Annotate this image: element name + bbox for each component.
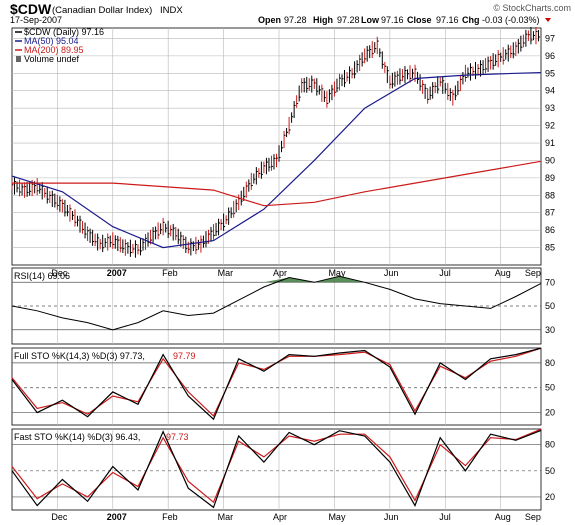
- y-tick-label: 88: [545, 190, 555, 200]
- x-tick-label: Mar: [218, 268, 234, 278]
- close-label: Close: [407, 15, 432, 25]
- x-tick-label: Feb: [162, 268, 178, 278]
- panel-frame-3: [11, 428, 542, 511]
- low-label: Low: [361, 15, 380, 25]
- full-sto-legend-prefix: Full STO %K(14,3) %D(3) 97.73,: [14, 351, 145, 361]
- full-sto-d-value: 97.79: [173, 351, 196, 361]
- x-tick-label: Jul: [439, 512, 451, 522]
- y-tick-label: 85: [545, 243, 555, 253]
- open-value: 97.28: [284, 15, 307, 25]
- x-tick-label: Apr: [273, 512, 287, 522]
- rsi-line: [11, 275, 542, 331]
- high-value: 97.28: [337, 15, 360, 25]
- y-tick-label: 80: [545, 358, 555, 368]
- rsi-legend: RSI(14) 69.06: [14, 271, 70, 281]
- x-tick-label: Dec: [51, 512, 68, 522]
- y-tick-label: 30: [545, 325, 555, 335]
- panel-frame-0: [11, 27, 542, 266]
- y-tick-label: 80: [545, 440, 555, 450]
- ma200-line: [12, 160, 542, 207]
- x-tick-label: 2007: [107, 512, 127, 522]
- y-tick-label: 70: [545, 277, 555, 287]
- legend-volume: Volume undef: [24, 54, 80, 64]
- y-tick-label: 50: [545, 301, 555, 311]
- down-arrow-icon: [545, 18, 551, 22]
- panel-frame-2: [11, 347, 542, 426]
- y-tick-label: 92: [545, 121, 555, 131]
- x-tick-label: Sep: [525, 512, 541, 522]
- y-tick-label: 20: [545, 492, 555, 502]
- x-tick-label: Mar: [218, 512, 234, 522]
- legend-volume-swatch: [16, 56, 21, 62]
- y-tick-label: 94: [545, 86, 555, 96]
- legend-ma200: MA(200) 89.95: [24, 45, 84, 55]
- y-tick-label: 89: [545, 173, 555, 183]
- x-tick-label: Dec: [51, 268, 68, 278]
- exchange-label: INDX: [160, 5, 183, 16]
- y-tick-label: 20: [545, 408, 555, 418]
- sto-k-line-3: [11, 429, 542, 509]
- symbol-name: (Canadian Dollar Index): [52, 5, 152, 16]
- x-tick-label: Jul: [439, 268, 451, 278]
- price-legend: $CDW (Daily) 97.16 MA(50) 95.04 MA(200) …: [15, 27, 104, 64]
- x-tick-label: Jun: [384, 268, 399, 278]
- fast-sto-d-value: 97.73: [166, 432, 189, 442]
- close-value: 97.16: [436, 15, 459, 25]
- x-tick-label: Aug: [495, 512, 511, 522]
- ma50-line: [11, 72, 542, 249]
- y-tick-label: 90: [545, 155, 555, 165]
- rsi-overbought-fill: [12, 276, 541, 283]
- chg-label: Chg: [462, 15, 480, 25]
- high-label: High: [313, 15, 333, 25]
- y-tick-label: 87: [545, 208, 555, 218]
- x-tick-label: Aug: [495, 268, 511, 278]
- x-tick-label: Apr: [273, 268, 287, 278]
- legend-ma50: MA(50) 95.04: [24, 36, 79, 46]
- y-tick-label: 50: [545, 383, 555, 393]
- y-tick-label: 96: [545, 51, 555, 61]
- chg-value: -0.03 (-0.03%): [482, 15, 540, 25]
- y-tick-label: 86: [545, 225, 555, 235]
- y-tick-label: 93: [545, 103, 555, 113]
- fast-sto-legend-prefix: Fast STO %K(14) %D(3) 96.43,: [14, 432, 140, 442]
- legend-price: $CDW (Daily) 97.16: [24, 27, 104, 37]
- x-tick-label: Jun: [384, 512, 399, 522]
- x-tick-label: Feb: [162, 512, 178, 522]
- x-tick-label: 2007: [107, 268, 127, 278]
- x-tick-label: Sep: [525, 268, 541, 278]
- y-tick-label: 97: [545, 33, 555, 43]
- x-tick-label: May: [328, 268, 346, 278]
- sto-k-line-2: [11, 347, 542, 421]
- y-tick-label: 91: [545, 138, 555, 148]
- symbol-title: $CDW: [10, 1, 52, 17]
- y-tick-label: 95: [545, 68, 555, 78]
- y-tick-label: 50: [545, 466, 555, 476]
- date-label: 17-Sep-2007: [10, 15, 62, 25]
- brand-logo-text: © StockCharts.com: [493, 3, 571, 13]
- open-label: Open: [258, 15, 281, 25]
- x-tick-label: May: [328, 512, 346, 522]
- low-value: 97.16: [381, 15, 404, 25]
